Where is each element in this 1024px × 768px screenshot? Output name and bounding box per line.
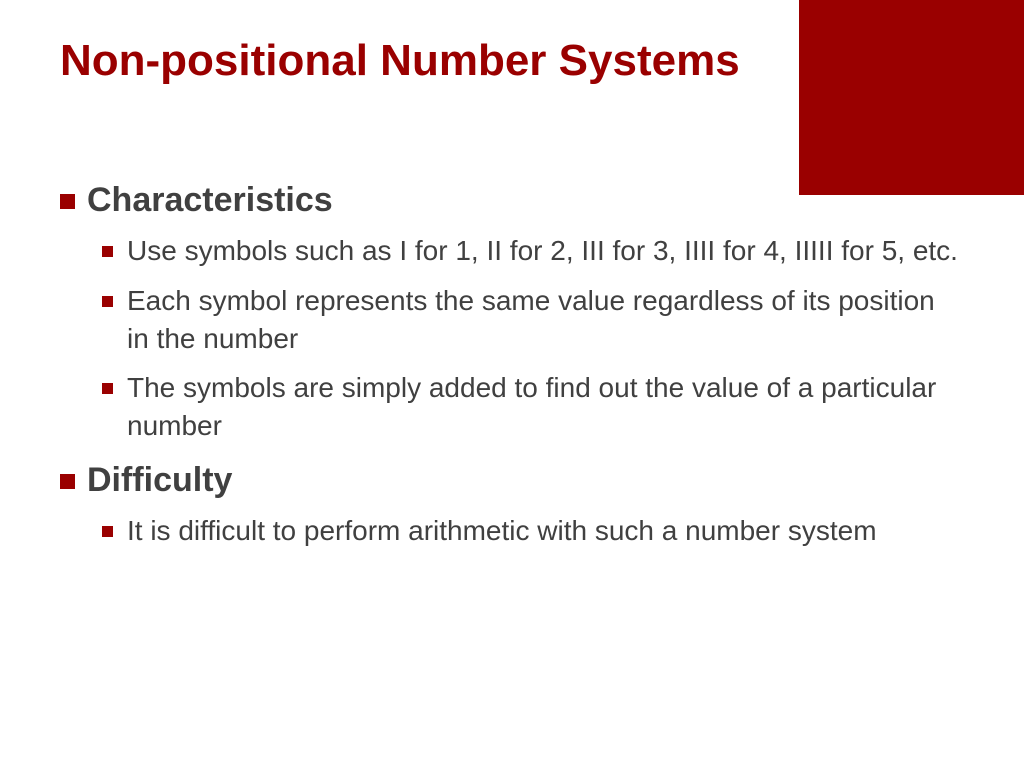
slide-title: Non-positional Number Systems [60, 36, 740, 85]
square-bullet-icon [60, 474, 75, 489]
corner-accent-square [799, 0, 1024, 195]
square-bullet-icon [102, 246, 113, 257]
square-bullet-icon [102, 296, 113, 307]
list-text: The symbols are simply added to find out… [127, 369, 964, 445]
sub-list: Use symbols such as I for 1, II for 2, I… [102, 232, 964, 445]
section-heading: Difficulty [87, 461, 232, 500]
list-item: It is difficult to perform arithmetic wi… [102, 512, 964, 550]
section-heading: Characteristics [87, 181, 333, 220]
list-text: Use symbols such as I for 1, II for 2, I… [127, 232, 958, 270]
list-text: It is difficult to perform arithmetic wi… [127, 512, 877, 550]
list-text: Each symbol represents the same value re… [127, 282, 964, 358]
section-item: Characteristics [60, 181, 964, 220]
square-bullet-icon [102, 383, 113, 394]
square-bullet-icon [102, 526, 113, 537]
slide-content: Characteristics Use symbols such as I fo… [60, 175, 964, 566]
square-bullet-icon [60, 194, 75, 209]
list-item: The symbols are simply added to find out… [102, 369, 964, 445]
list-item: Use symbols such as I for 1, II for 2, I… [102, 232, 964, 270]
sub-list: It is difficult to perform arithmetic wi… [102, 512, 964, 550]
list-item: Each symbol represents the same value re… [102, 282, 964, 358]
section-item: Difficulty [60, 461, 964, 500]
